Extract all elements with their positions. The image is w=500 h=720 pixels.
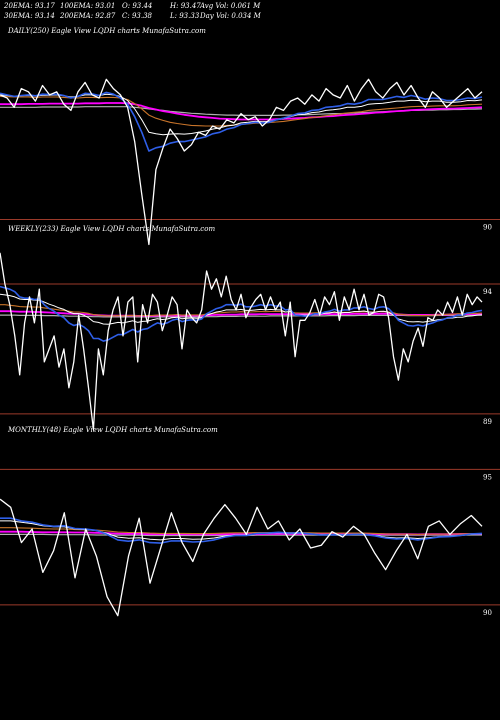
daily-panel-label: DAILY(250) Eagle View LQDH charts Munafa… xyxy=(8,27,206,35)
weekly-panel-label: WEEKLY(233) Eagle View LQDH charts Munaf… xyxy=(8,225,216,233)
ema20-readout: 20EMA: 93.17 xyxy=(4,2,55,10)
weekly-panel: 94 89 xyxy=(0,252,500,431)
daily-ema-blue-line xyxy=(0,91,483,152)
weekly-ema-white-line xyxy=(0,293,483,325)
high-readout: H: 93.47 xyxy=(170,2,201,10)
low-readout: L: 93.33 xyxy=(170,12,200,20)
monthly-level-label-b: 90 xyxy=(483,609,492,617)
monthly-price-line xyxy=(0,498,483,617)
ema100-readout: 100EMA: 93.01 xyxy=(60,2,116,10)
monthly-panel-label: MONTHLY(48) Eagle View LQDH charts Munaf… xyxy=(8,426,218,434)
weekly-price-line xyxy=(0,252,483,431)
monthly-panel: 95 90 xyxy=(0,468,500,617)
daily-panel: 90 xyxy=(0,78,500,246)
close-readout: C: 93.38 xyxy=(122,12,152,20)
monthly-ema-blue-line xyxy=(0,517,483,544)
monthly-ema-white-line xyxy=(0,520,483,541)
day-vol-readout: Day Vol: 0.034 M xyxy=(200,12,261,20)
daily-price-line xyxy=(0,78,483,246)
weekly-ema-orange-line xyxy=(0,304,483,317)
daily-ema-pink-line xyxy=(0,102,483,121)
weekly-level-label-a: 94 xyxy=(483,288,492,296)
daily-level-label-a: 90 xyxy=(483,224,492,232)
ema200-readout: 200EMA: 92.87 xyxy=(60,12,116,20)
ema30-readout: 30EMA: 93.14 xyxy=(4,12,55,20)
monthly-level-label-a: 95 xyxy=(483,473,492,481)
weekly-level-label-b: 89 xyxy=(483,418,492,426)
open-readout: O: 93.44 xyxy=(122,2,153,10)
avg-vol-readout: Avg Vol: 0.061 M xyxy=(200,2,261,10)
